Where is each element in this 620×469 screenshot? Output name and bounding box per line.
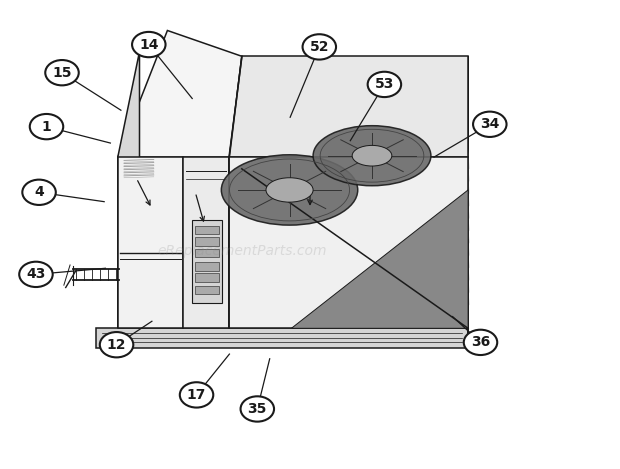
Polygon shape	[195, 237, 219, 246]
Text: 52: 52	[309, 40, 329, 54]
Circle shape	[180, 382, 213, 408]
Circle shape	[241, 396, 274, 422]
Ellipse shape	[266, 178, 313, 202]
Text: 4: 4	[34, 185, 44, 199]
Text: eReplacementParts.com: eReplacementParts.com	[157, 244, 327, 258]
Polygon shape	[118, 52, 140, 328]
Circle shape	[22, 180, 56, 205]
Text: 36: 36	[471, 335, 490, 349]
Polygon shape	[229, 56, 468, 157]
Polygon shape	[192, 220, 222, 303]
Text: 14: 14	[139, 38, 159, 52]
Polygon shape	[195, 286, 219, 294]
Polygon shape	[291, 190, 468, 328]
Text: 53: 53	[374, 77, 394, 91]
Text: 34: 34	[480, 117, 500, 131]
Polygon shape	[195, 249, 219, 257]
Polygon shape	[183, 157, 229, 328]
Ellipse shape	[313, 126, 431, 186]
Polygon shape	[195, 273, 219, 282]
Circle shape	[368, 72, 401, 97]
Circle shape	[464, 330, 497, 355]
Text: 12: 12	[107, 338, 126, 352]
Circle shape	[45, 60, 79, 85]
Circle shape	[473, 112, 507, 137]
Polygon shape	[118, 157, 183, 328]
Text: 35: 35	[247, 402, 267, 416]
Circle shape	[100, 332, 133, 357]
Polygon shape	[195, 262, 219, 271]
Circle shape	[303, 34, 336, 60]
Text: 17: 17	[187, 388, 206, 402]
Ellipse shape	[221, 155, 358, 225]
Polygon shape	[195, 226, 219, 234]
Circle shape	[132, 32, 166, 57]
Polygon shape	[229, 157, 468, 328]
Text: 15: 15	[52, 66, 72, 80]
Text: 1: 1	[42, 120, 51, 134]
Ellipse shape	[352, 145, 392, 166]
Polygon shape	[96, 328, 468, 348]
Text: 43: 43	[26, 267, 46, 281]
Polygon shape	[118, 30, 242, 157]
Circle shape	[19, 262, 53, 287]
Circle shape	[30, 114, 63, 139]
